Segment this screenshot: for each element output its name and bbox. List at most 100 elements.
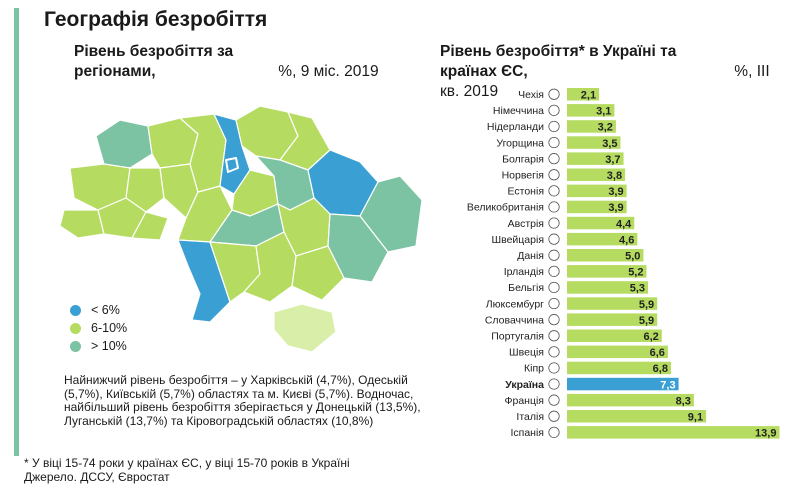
map-subtitle-normal: %, 9 міс. 2019 <box>274 63 379 80</box>
category-label: Іспанія <box>510 427 544 439</box>
value-label: 3,5 <box>602 138 617 150</box>
bar <box>567 184 627 198</box>
category-label: Словаччина <box>485 314 544 326</box>
value-label: 6,8 <box>653 363 668 375</box>
flag-icon <box>548 346 560 358</box>
category-label: Данія <box>517 250 544 262</box>
category-label: Угорщина <box>496 137 544 149</box>
flag-icon <box>548 201 560 213</box>
bar-subtitle-bold: Рівень безробіття* в Україні та країнах … <box>440 43 677 80</box>
legend-item: < 6% <box>70 301 127 319</box>
value-label: 5,2 <box>628 267 643 279</box>
flag-icon <box>548 265 560 277</box>
value-label: 4,6 <box>619 234 634 246</box>
legend-label: 6-10% <box>91 321 128 335</box>
bar <box>567 168 626 181</box>
region-volyn <box>95 119 153 169</box>
bar <box>567 393 694 407</box>
category-label: Великобританія <box>467 202 544 214</box>
flag-icon <box>548 120 560 133</box>
bar-subtitle: Рівень безробіття* в Україні та країнах … <box>440 42 793 102</box>
category-label: Франція <box>505 395 545 407</box>
flag-icon <box>548 233 560 245</box>
flag-icon <box>548 104 560 116</box>
value-label: 7,3 <box>660 379 675 391</box>
flag-icon <box>548 88 560 100</box>
region-zakarpattia <box>60 209 105 239</box>
value-label: 3,1 <box>596 106 611 118</box>
legend-swatch-low <box>70 304 81 316</box>
map-note: Найнижчий рівень безробіття – у Харківсь… <box>64 373 421 428</box>
flag-icon <box>548 362 560 374</box>
bar <box>567 313 658 326</box>
bar <box>567 216 635 230</box>
region-chernivtsi <box>131 211 169 241</box>
flag-icon <box>548 410 560 422</box>
legend-label: < 6% <box>91 303 120 317</box>
footnote-source: Джерело. ДССУ, Євростат <box>24 470 170 484</box>
category-label: Естонія <box>508 186 544 198</box>
value-label: 6,2 <box>643 331 658 343</box>
value-label: 8,3 <box>676 395 691 407</box>
category-label: Бельгія <box>508 282 544 294</box>
legend-item: 6-10% <box>70 319 127 337</box>
flag-icon <box>548 330 560 342</box>
bar <box>567 200 627 214</box>
value-label: 6,6 <box>650 347 665 359</box>
bar <box>567 345 668 359</box>
bar <box>567 265 647 278</box>
bar <box>567 88 600 101</box>
value-label: 4,4 <box>616 218 632 230</box>
category-label: Норвегія <box>502 170 544 182</box>
value-label: 3,9 <box>608 186 623 198</box>
flag-icon <box>548 217 560 229</box>
map-legend: < 6% 6-10% > 10% <box>70 301 127 355</box>
category-label: Україна <box>505 379 544 391</box>
flag-icon <box>548 153 560 165</box>
bar <box>567 426 780 439</box>
bar <box>567 152 624 165</box>
bar <box>567 232 638 246</box>
bar <box>567 329 662 342</box>
value-label: 3,2 <box>598 122 613 134</box>
region-ternopil <box>125 167 165 213</box>
flag-icon <box>548 426 560 438</box>
bar-chart: Чехія 2,1 Німеччина 3,1 Нідерланди 3,2 Угорщин… <box>467 88 780 440</box>
value-label: 3,7 <box>605 154 620 166</box>
category-label: Люксембург <box>486 298 544 310</box>
bar <box>567 136 621 149</box>
flag-icon <box>548 136 560 149</box>
bar <box>567 281 649 294</box>
value-label: 2,1 <box>581 90 596 102</box>
flag-icon <box>548 169 560 181</box>
bar <box>567 361 671 375</box>
region-crimea <box>273 303 337 353</box>
map-subtitle-bold: Рівень безробіття за регіонами, <box>74 43 234 80</box>
value-label: 3,8 <box>607 170 622 182</box>
category-label: Нідерланди <box>487 121 544 133</box>
legend-swatch-high <box>70 340 81 352</box>
region-kyiv-city <box>225 157 239 173</box>
category-label: Кіпр <box>524 363 544 375</box>
value-label: 3,9 <box>608 202 623 214</box>
flag-icon <box>548 394 560 406</box>
value-label: 5,0 <box>625 251 640 263</box>
page-title: Географія безробіття <box>44 8 268 31</box>
category-label: Німеччина <box>493 105 544 117</box>
region-kherson <box>243 231 297 303</box>
value-label: 5,3 <box>630 283 645 295</box>
category-label: Болгарія <box>502 153 544 165</box>
ukraine-map <box>60 106 423 353</box>
flag-icon <box>548 314 560 326</box>
flag-icon <box>548 297 560 310</box>
category-label: Ірландія <box>504 266 544 278</box>
bar <box>567 104 615 117</box>
value-label: 9,1 <box>688 412 703 424</box>
bar <box>567 249 644 262</box>
map-subtitle: Рівень безробіття за регіонами, %, 9 міс… <box>74 42 379 82</box>
flag-icon <box>548 378 560 390</box>
value-label: 5,9 <box>639 299 654 311</box>
bar <box>567 120 616 133</box>
bar <box>567 297 658 310</box>
category-label: Чехія <box>518 89 544 101</box>
